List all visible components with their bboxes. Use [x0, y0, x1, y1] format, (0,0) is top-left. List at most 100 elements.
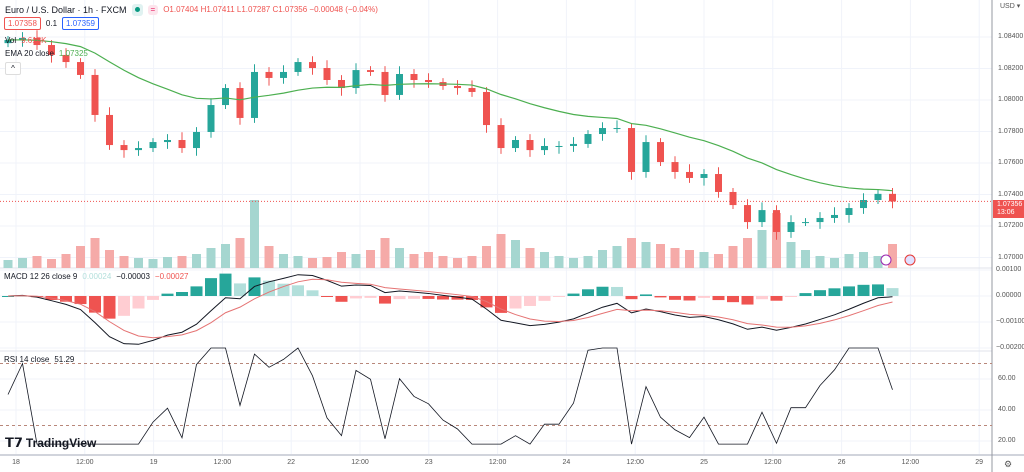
macd-axis-label: 0.00100 — [996, 266, 1022, 273]
candle-body — [468, 88, 476, 92]
macd-histogram-bar — [886, 288, 899, 296]
collapse-legend-button[interactable]: ^ — [5, 62, 21, 75]
volume-bar — [801, 250, 810, 268]
volume-bar — [90, 238, 100, 268]
macd-histogram-bar — [625, 296, 638, 300]
candle-body — [352, 70, 360, 89]
volume-bar — [815, 256, 825, 268]
macd-histogram-bar — [538, 296, 551, 301]
time-axis-label: 22 — [287, 459, 296, 466]
volume-bar — [525, 248, 535, 268]
volume-bar — [337, 252, 346, 268]
macd-histogram-bar — [277, 283, 290, 296]
rsi-line — [7, 347, 893, 445]
volume-bar — [786, 242, 796, 268]
volume-bar — [308, 258, 317, 268]
candle-body — [758, 210, 766, 223]
macd-histogram-bar — [263, 280, 275, 296]
candle-body — [309, 62, 316, 69]
volume-bar — [467, 256, 477, 268]
macd-histogram-bar — [335, 296, 348, 302]
macd-histogram-bar — [118, 296, 130, 316]
time-axis-label: 12:00 — [351, 459, 369, 466]
macd-histogram-bar — [828, 288, 841, 296]
candle-body — [149, 142, 157, 149]
candle-body — [773, 210, 780, 232]
macd-axis-label: −0.00100 — [996, 318, 1024, 325]
candle-body — [787, 222, 795, 232]
volume-bar — [612, 246, 622, 268]
time-axis-label: 19 — [149, 459, 158, 466]
currency-selector[interactable]: USD ▾ — [1000, 3, 1021, 10]
candle-body — [613, 128, 621, 130]
time-axis-label: 24 — [562, 459, 571, 466]
candle-body — [367, 70, 374, 72]
volume-bar — [554, 256, 564, 268]
volume-bar — [511, 240, 520, 268]
candle-body — [874, 193, 882, 201]
rsi-axis-label: 60.00 — [998, 375, 1016, 382]
current-price: 1.07356 — [997, 201, 1023, 208]
time-axis-label: 18 — [12, 459, 20, 466]
buy-button[interactable]: 1.07359 — [62, 17, 99, 30]
macd-histogram-bar — [640, 294, 652, 296]
volume-bar — [293, 256, 303, 268]
macd-histogram-bar — [132, 296, 145, 309]
candle-body — [657, 142, 664, 163]
volume-bar — [627, 238, 636, 268]
volume-bar — [32, 256, 42, 268]
macd-histogram-bar — [495, 296, 507, 313]
volume-bar — [757, 230, 767, 268]
candle-body — [671, 162, 679, 172]
macd-histogram-bar — [814, 290, 826, 296]
candle-body — [265, 71, 273, 78]
price-axis-label: 1.07400 — [998, 190, 1024, 198]
macd-histogram-bar — [596, 286, 609, 296]
macd-histogram-bar — [176, 292, 188, 296]
volume-legend[interactable]: Vol 9.618K — [5, 36, 46, 46]
sell-button[interactable]: 1.07358 — [4, 17, 41, 30]
candle-body — [715, 174, 722, 192]
macd-histogram-bar — [756, 296, 768, 300]
price-axis-label: 1.08400 — [998, 33, 1024, 40]
time-axis-label: 29 — [975, 459, 984, 466]
settings-gear-icon[interactable]: ⚙ — [1004, 459, 1013, 469]
candle-body — [120, 145, 128, 151]
volume-bar — [119, 256, 129, 268]
tradingview-logo[interactable]: 𝗧𝟳 TradingView — [5, 435, 96, 451]
macd-histogram-bar — [2, 296, 14, 297]
volume-bar — [279, 254, 288, 268]
macd-histogram-bar — [292, 285, 304, 296]
candle-body — [816, 217, 824, 223]
candle-body — [483, 91, 490, 126]
rsi-legend[interactable]: RSI 14 close 51.29 — [4, 355, 74, 365]
candle-body — [570, 143, 577, 146]
candle-body — [381, 71, 389, 95]
candle-body — [526, 140, 534, 151]
symbol-title[interactable]: Euro / U.S. Dollar · 1h · FXCM — [5, 5, 127, 15]
tv-logo-icon: 𝗧𝟳 — [5, 435, 23, 450]
menu-icon[interactable]: = — [147, 5, 159, 15]
macd-histogram-bar — [698, 296, 710, 298]
macd-histogram-bar — [437, 296, 449, 300]
time-axis-label: 23 — [424, 459, 433, 466]
macd-histogram-bar — [799, 293, 812, 296]
candle-body — [555, 145, 563, 147]
time-axis-label: 26 — [837, 459, 846, 466]
candle-body — [193, 131, 200, 149]
volume-bar — [221, 244, 230, 268]
ema-legend[interactable]: EMA 20 close 1.07325 — [5, 49, 88, 59]
volume-bar — [163, 257, 172, 268]
volume-bar — [177, 256, 187, 268]
candle-body — [91, 74, 99, 115]
macd-histogram-bar — [451, 296, 464, 300]
candle-body — [236, 88, 244, 118]
volume-bar — [540, 252, 549, 268]
macd-legend[interactable]: MACD 12 26 close 9 0.00024 −0.00003 −0.0… — [4, 272, 188, 282]
current-price-tag: 1.07356 13:06 — [993, 200, 1024, 218]
spread-value: 0.1 — [45, 18, 58, 28]
volume-bar — [453, 258, 462, 268]
macd-histogram-bar — [553, 296, 565, 297]
macd-histogram-bar — [669, 296, 681, 300]
